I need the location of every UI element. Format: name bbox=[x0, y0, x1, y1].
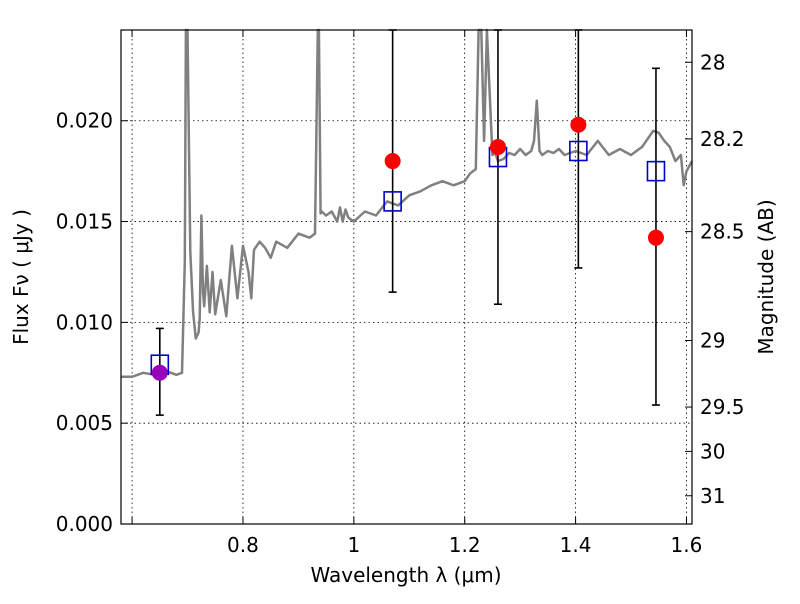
y2-tick-label: 28 bbox=[700, 50, 725, 74]
plot-frame bbox=[120, 29, 693, 525]
spectrum-line bbox=[121, 28, 694, 379]
circle-marker bbox=[570, 116, 587, 133]
y-tick-label: 0.020 bbox=[56, 109, 113, 133]
y-tick-label: 0.015 bbox=[56, 210, 113, 234]
x-axis-ticks: 0.8 1 1.2 1.4 1.6 bbox=[131, 30, 703, 557]
y2-tick-label: 29.5 bbox=[700, 395, 745, 419]
circle-markers bbox=[151, 116, 664, 381]
x-tick-label: 0.8 bbox=[227, 533, 259, 557]
square-marker bbox=[646, 160, 666, 182]
square-marker bbox=[569, 140, 588, 162]
x-tick-label: 1.2 bbox=[449, 533, 481, 557]
y-tick-label: 0.010 bbox=[56, 310, 113, 334]
x-tick-label: 1.6 bbox=[671, 533, 703, 557]
y2-axis-ticks: 28 28.2 28.5 29 29.5 30 31 bbox=[685, 50, 745, 508]
y2-tick-label: 30 bbox=[700, 439, 725, 463]
y2-tick-label: 29 bbox=[700, 329, 725, 353]
y-tick-label: 0.000 bbox=[56, 512, 113, 536]
y2-axis-title: Magnitude (AB) bbox=[754, 199, 778, 354]
y-axis-ticks: 0.000 0.005 0.010 0.015 0.020 bbox=[56, 109, 128, 536]
circle-marker bbox=[647, 229, 664, 246]
y2-tick-label: 31 bbox=[700, 484, 725, 508]
y-tick-label: 0.005 bbox=[56, 411, 113, 435]
model-spectrum bbox=[121, 28, 694, 379]
x-axis-title: Wavelength λ (μm) bbox=[310, 563, 501, 587]
square-marker bbox=[383, 191, 402, 212]
plot-background bbox=[121, 30, 692, 524]
y-axis-title: Flux Fν ( μJy ) bbox=[9, 209, 33, 345]
y2-tick-label: 28.2 bbox=[700, 127, 745, 151]
y2-tick-label: 28.5 bbox=[700, 220, 745, 244]
circle-marker bbox=[384, 153, 401, 170]
x-tick-label: 1.4 bbox=[560, 533, 592, 557]
circle-marker bbox=[489, 138, 506, 155]
circle-marker bbox=[151, 364, 168, 381]
x-tick-label: 1 bbox=[347, 533, 360, 557]
